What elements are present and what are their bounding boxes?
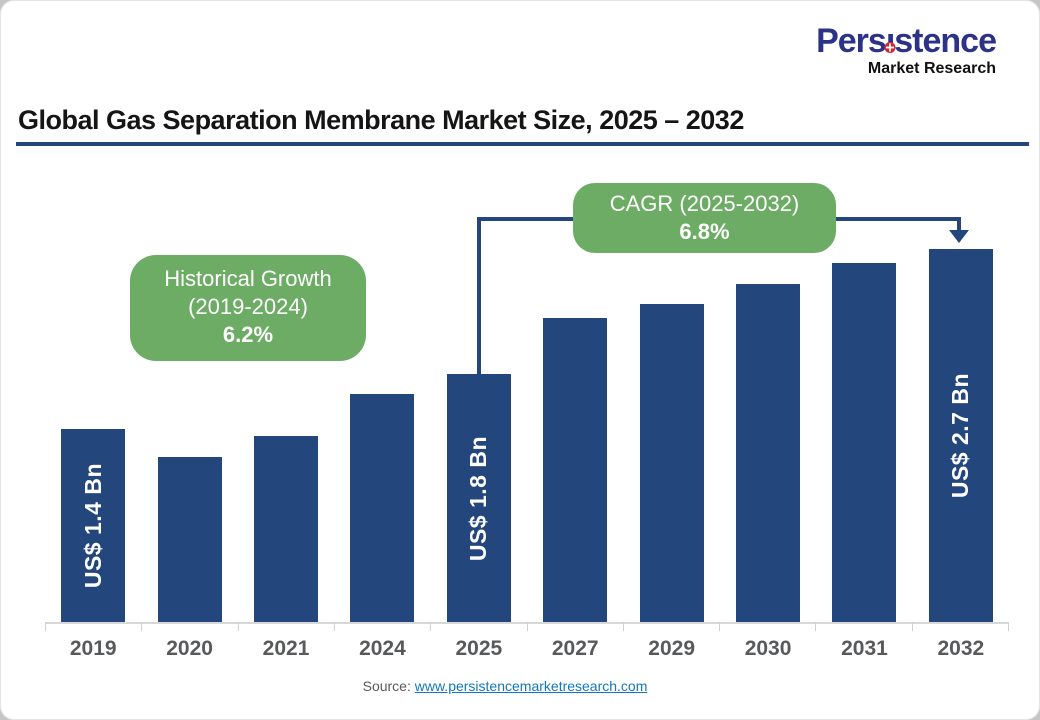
cagr-arrowhead-icon	[949, 230, 969, 243]
x-axis-label-2021: 2021	[262, 637, 310, 660]
bar-2031	[832, 263, 897, 623]
source-line: Source: www.persistencemarketresearch.co…	[0, 678, 1010, 694]
historical-growth-line2: (2019-2024)	[188, 294, 308, 319]
bar-chart-plot-area: US$ 1.4 Bn US$ 1.8 Bn US$ 2.7 Bn	[45, 223, 1009, 623]
cagr-bracket-left-vertical	[477, 217, 481, 374]
axis-tick	[526, 622, 528, 631]
bar-value-label-2032: US$ 2.7 Bn	[947, 373, 974, 499]
bar-slot-2025: US$ 1.8 Bn	[431, 223, 527, 623]
logo-letter-i: ı	[884, 22, 896, 60]
logo-subtitle: Market Research	[867, 60, 996, 77]
x-axis-label-2030: 2030	[744, 637, 792, 660]
bar-2020	[157, 457, 222, 623]
axis-tick	[333, 622, 335, 631]
cagr-value: 6.8%	[679, 219, 730, 244]
logo-wordmark: Persı stence	[816, 22, 997, 60]
axis-tick	[430, 622, 432, 631]
axis-tick	[815, 622, 817, 631]
x-axis-label-slot-2024: 2024	[334, 637, 430, 661]
x-axis-label-slot-2025: 2025	[431, 637, 527, 661]
x-axis-label-slot-2020: 2020	[141, 637, 237, 661]
x-axis-label-2019: 2019	[69, 637, 117, 660]
bar-slot-2032: US$ 2.7 Bn	[913, 223, 1009, 623]
axis-tick	[141, 622, 143, 631]
bar-slot-2031	[816, 223, 912, 623]
bar-slot-2027	[527, 223, 623, 623]
bar-2029	[639, 304, 704, 623]
x-axis-label-2025: 2025	[455, 637, 503, 660]
bar-slot-2020	[141, 223, 237, 623]
bar-2025: US$ 1.8 Bn	[446, 374, 511, 623]
axis-tick	[45, 622, 46, 631]
x-axis-labels: 2019 2020 2021 2024 2025 2027 2029 2030 2031 2032	[45, 637, 1009, 661]
logo-text-stence: stence	[894, 22, 997, 60]
axis-tick	[719, 622, 721, 631]
bar-2024	[350, 394, 415, 623]
cagr-callout: CAGR (2025-2032) 6.8%	[573, 183, 836, 253]
persistence-logo: Persı stence Market Research	[816, 22, 997, 77]
x-axis-label-2020: 2020	[166, 637, 213, 660]
axis-tick	[622, 622, 624, 631]
logo-text-pers: Pers	[816, 22, 887, 60]
bar-slot-2024	[334, 223, 430, 623]
x-axis-label-slot-2029: 2029	[623, 637, 719, 661]
x-axis-label-slot-2031: 2031	[816, 637, 912, 661]
x-axis-label-2024: 2024	[359, 637, 406, 660]
x-axis-label-slot-2030: 2030	[720, 637, 816, 661]
cagr-bracket-right-vertical	[957, 217, 961, 231]
x-axis-label-2031: 2031	[841, 637, 888, 660]
axis-tick	[1008, 622, 1009, 631]
x-axis-ticks	[45, 622, 1009, 631]
bar-slot-2021	[238, 223, 334, 623]
title-underline	[16, 142, 1029, 146]
x-axis-label-slot-2021: 2021	[238, 637, 334, 661]
x-axis-label-2032: 2032	[937, 637, 985, 660]
x-axis-label-slot-2027: 2027	[527, 637, 623, 661]
x-axis-label-2029: 2029	[648, 637, 695, 660]
logo-dot-icon	[884, 25, 896, 53]
bar-2021	[254, 436, 319, 623]
bar-slot-2029	[623, 223, 719, 623]
bar-2027	[543, 318, 608, 623]
historical-growth-value: 6.2%	[222, 322, 274, 347]
source-prefix: Source:	[362, 678, 411, 694]
x-axis-label-2027: 2027	[551, 637, 599, 660]
bar-slot-2019: US$ 1.4 Bn	[45, 223, 141, 623]
axis-tick	[911, 622, 913, 631]
axis-tick	[237, 622, 239, 631]
page-title: Global Gas Separation Membrane Market Si…	[18, 105, 744, 135]
bar-2032: US$ 2.7 Bn	[928, 249, 993, 623]
bar-value-label-2019: US$ 1.4 Bn	[79, 463, 106, 589]
bar-2019: US$ 1.4 Bn	[61, 429, 126, 623]
bar-2030	[736, 284, 801, 623]
x-axis-label-slot-2032: 2032	[913, 637, 1009, 661]
bar-value-label-2025: US$ 1.8 Bn	[465, 435, 492, 562]
x-axis-label-slot-2019: 2019	[45, 637, 141, 661]
cagr-line1: CAGR (2025-2032)	[609, 191, 800, 216]
historical-growth-line1: Historical Growth	[164, 266, 332, 291]
historical-growth-callout: Historical Growth (2019-2024) 6.2%	[130, 255, 366, 361]
source-link[interactable]: www.persistencemarketresearch.com	[414, 678, 648, 694]
bar-slot-2030	[720, 223, 816, 623]
